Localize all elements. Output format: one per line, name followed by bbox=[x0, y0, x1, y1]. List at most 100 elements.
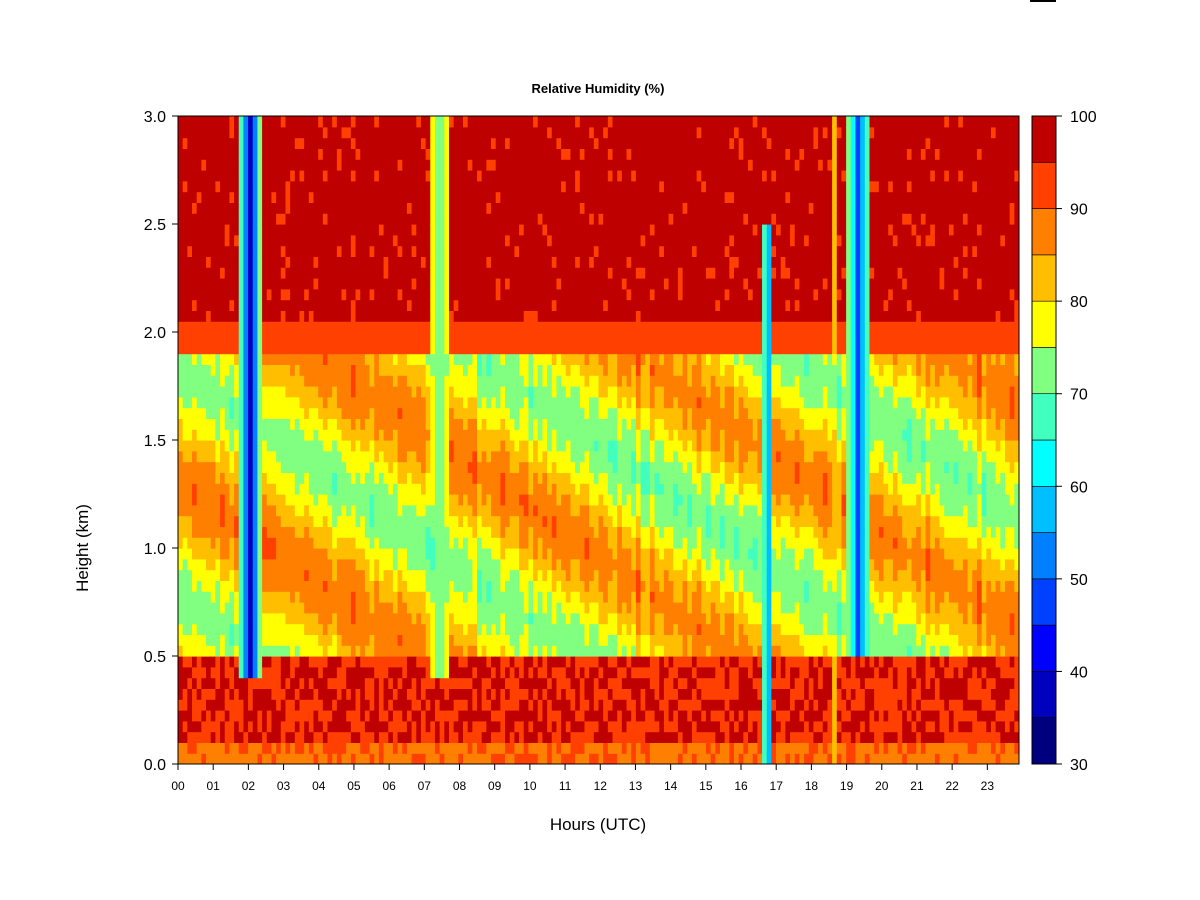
heatmap-cell bbox=[392, 612, 399, 625]
heatmap-cell bbox=[201, 688, 207, 700]
heatmap-cell bbox=[248, 634, 254, 646]
heatmap-cell bbox=[341, 688, 347, 700]
heatmap-cell bbox=[224, 126, 230, 139]
heatmap-cell bbox=[360, 159, 366, 171]
heatmap-cell bbox=[434, 645, 441, 657]
heatmap-cell bbox=[416, 677, 422, 689]
heatmap-cell bbox=[248, 677, 254, 689]
heatmap-cell bbox=[533, 213, 539, 225]
heatmap-cell bbox=[509, 569, 515, 581]
heatmap-cell bbox=[561, 116, 567, 128]
heatmap-cell bbox=[486, 537, 492, 549]
heatmap-cell bbox=[290, 375, 296, 387]
heatmap-cell bbox=[290, 418, 296, 430]
heatmap-cell bbox=[206, 623, 212, 635]
heatmap-cell bbox=[196, 580, 202, 592]
heatmap-cell bbox=[215, 234, 221, 247]
heatmap-cell bbox=[467, 483, 473, 495]
heatmap-cell bbox=[383, 666, 389, 679]
heatmap-cell bbox=[262, 126, 268, 139]
heatmap-cell bbox=[299, 332, 305, 344]
heatmap-cell bbox=[350, 645, 357, 657]
heatmap-cell bbox=[336, 504, 343, 517]
heatmap-cell bbox=[299, 537, 305, 549]
heatmap-cell bbox=[500, 591, 506, 603]
heatmap-cell bbox=[266, 126, 273, 139]
heatmap-cell bbox=[453, 386, 459, 398]
heatmap-cell bbox=[318, 537, 324, 549]
heatmap-cell bbox=[369, 494, 375, 506]
heatmap-cell bbox=[420, 137, 427, 149]
heatmap-cell bbox=[192, 634, 198, 646]
heatmap-cell bbox=[350, 569, 357, 581]
heatmap-cell bbox=[294, 418, 301, 430]
heatmap-cell bbox=[192, 569, 198, 581]
heatmap-cell bbox=[495, 688, 501, 700]
heatmap-cell bbox=[406, 180, 413, 193]
heatmap-cell bbox=[178, 548, 184, 560]
heatmap-cell bbox=[453, 666, 459, 679]
heatmap-cell bbox=[523, 504, 530, 517]
heatmap-cell bbox=[444, 472, 450, 484]
heatmap-cell bbox=[444, 548, 450, 560]
heatmap-cell bbox=[430, 656, 436, 668]
heatmap-cell bbox=[397, 720, 403, 733]
heatmap-cell bbox=[537, 364, 544, 376]
heatmap-cell bbox=[542, 666, 548, 679]
heatmap-cell bbox=[257, 224, 263, 236]
heatmap-cell bbox=[481, 245, 487, 257]
heatmap-cell bbox=[369, 332, 375, 344]
heatmap-cell bbox=[332, 645, 338, 657]
heatmap-cell bbox=[397, 213, 403, 225]
heatmap-cell bbox=[318, 170, 324, 182]
heatmap-cell bbox=[472, 418, 478, 430]
heatmap-cell bbox=[369, 731, 375, 743]
heatmap-cell bbox=[308, 666, 315, 679]
heatmap-cell bbox=[481, 753, 487, 764]
heatmap-cell bbox=[477, 504, 483, 517]
heatmap-cell bbox=[542, 170, 548, 182]
heatmap-cell bbox=[369, 461, 375, 473]
heatmap-cell bbox=[551, 353, 558, 365]
heatmap-cell bbox=[406, 612, 413, 625]
heatmap-cell bbox=[271, 148, 277, 160]
heatmap-cell bbox=[248, 353, 254, 365]
heatmap-cell bbox=[453, 612, 459, 625]
heatmap-cell bbox=[215, 170, 221, 182]
heatmap-cell bbox=[304, 537, 310, 549]
heatmap-cell bbox=[327, 602, 333, 614]
heatmap-cell bbox=[318, 191, 324, 203]
heatmap-cell bbox=[383, 494, 389, 506]
heatmap-cell bbox=[243, 699, 249, 711]
heatmap-cell bbox=[411, 494, 417, 506]
heatmap-cell bbox=[453, 710, 459, 722]
heatmap-cell bbox=[416, 504, 422, 517]
heatmap-cell bbox=[392, 688, 399, 700]
heatmap-cell bbox=[280, 494, 287, 506]
heatmap-cell bbox=[238, 731, 245, 743]
heatmap-cell bbox=[458, 137, 464, 149]
heatmap-cell bbox=[509, 170, 515, 182]
heatmap-cell bbox=[486, 612, 492, 625]
heatmap-cell bbox=[178, 170, 184, 182]
heatmap-cell bbox=[313, 742, 319, 754]
heatmap-cell bbox=[481, 213, 487, 225]
heatmap-cell bbox=[201, 407, 207, 419]
heatmap-cell bbox=[416, 148, 422, 160]
heatmap-cell bbox=[196, 126, 202, 139]
heatmap-cell bbox=[234, 267, 240, 279]
heatmap-cell bbox=[238, 688, 245, 700]
heatmap-cell bbox=[383, 224, 389, 236]
heatmap-cell bbox=[444, 677, 450, 689]
heatmap-cell bbox=[420, 180, 427, 193]
heatmap-cell bbox=[439, 418, 445, 430]
heatmap-cell bbox=[182, 353, 188, 365]
heatmap-cell bbox=[514, 612, 520, 625]
heatmap-cell bbox=[271, 245, 277, 257]
heatmap-cell bbox=[402, 288, 408, 301]
heatmap-cell bbox=[458, 278, 464, 290]
heatmap-cell bbox=[360, 180, 366, 193]
heatmap-cell bbox=[215, 245, 221, 257]
heatmap-cell bbox=[416, 213, 422, 225]
heatmap-cell bbox=[229, 321, 235, 333]
